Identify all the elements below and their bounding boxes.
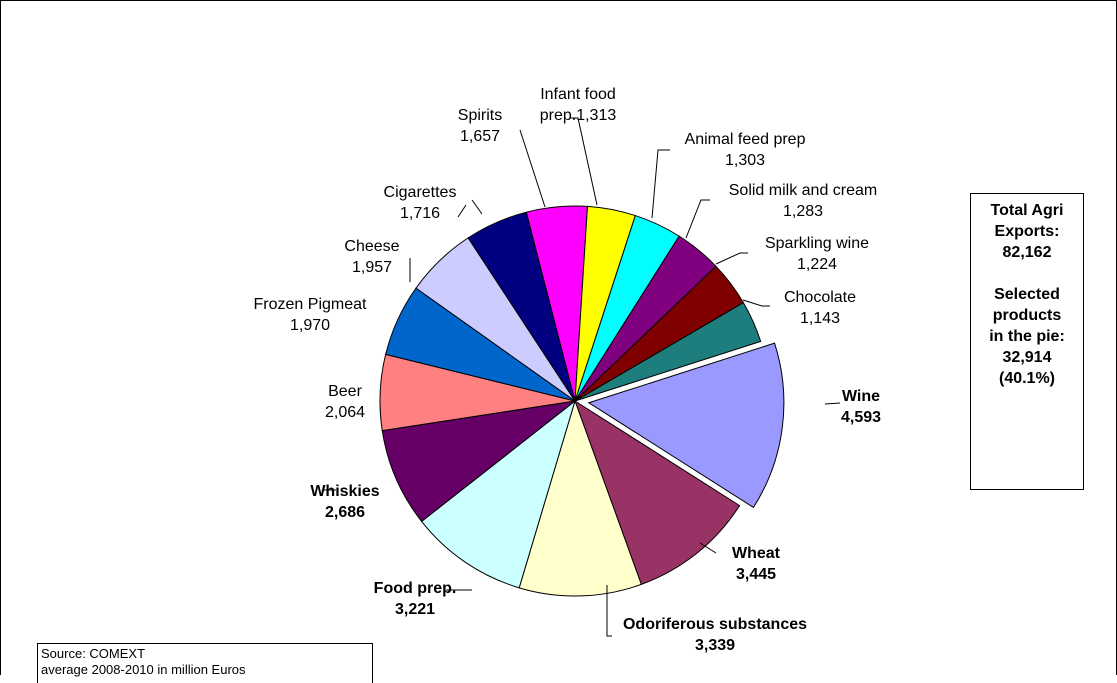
pie-slice-whiskies xyxy=(381,400,577,523)
label-animal-feed: Animal feed prep 1,303 xyxy=(684,131,806,169)
label-solid-milk: Solid milk and cream 1,283 xyxy=(728,182,878,220)
leader-line xyxy=(606,585,612,637)
leader-line xyxy=(519,129,546,208)
total-line-4: Selected xyxy=(994,286,1060,303)
leader-line xyxy=(651,149,670,219)
total-line-7: 32,914 xyxy=(1002,349,1052,366)
label-beer: Beer 2,064 xyxy=(324,383,366,421)
total-line-8: (40.1%) xyxy=(998,370,1056,387)
leader-line xyxy=(471,199,483,215)
pie-slice-odoriferous-substances xyxy=(518,399,642,597)
leader-line xyxy=(824,402,841,405)
total-line-2: Exports: xyxy=(994,223,1060,240)
label-odoriferous: Odoriferous substances 3,339 xyxy=(622,616,808,654)
leader-line xyxy=(715,252,748,265)
total-exports-box: Total Agri Exports: 82,162 Selected prod… xyxy=(970,193,1084,490)
leader-line xyxy=(742,299,770,307)
label-wheat: Wheat 3,445 xyxy=(732,545,780,583)
pie-slice-wine xyxy=(587,342,785,509)
label-infant-food: Infant food prep.1,313 xyxy=(539,86,617,124)
source-line-2: average 2008-2010 in million Euros xyxy=(41,662,246,677)
label-wine: Wine 4,593 xyxy=(840,388,882,426)
label-food-prep: Food prep. 3,221 xyxy=(373,580,457,618)
leader-line xyxy=(457,204,467,218)
label-whiskies: Whiskies 2,686 xyxy=(310,483,380,521)
total-line-3: 82,162 xyxy=(1002,244,1052,261)
source-note: Source: COMEXT average 2008-2010 in mill… xyxy=(37,643,373,683)
source-line-1: Source: COMEXT xyxy=(41,646,146,661)
leader-line xyxy=(570,117,598,206)
pie-slice-sparkling-wine xyxy=(574,265,745,402)
pie-slice-food-prep xyxy=(420,399,576,589)
leader-line xyxy=(699,542,717,554)
leader-line xyxy=(685,199,710,239)
total-line-5: products xyxy=(992,307,1062,324)
label-frozen-pigmeat: Frozen Pigmeat 1,970 xyxy=(253,296,367,334)
pie-slice-wheat xyxy=(574,399,741,586)
total-line-1: Total Agri xyxy=(990,202,1064,219)
label-chocolate: Chocolate 1,143 xyxy=(783,289,857,327)
label-sparkling-wine: Sparkling wine 1,224 xyxy=(764,235,870,273)
label-cheese: Cheese 1,957 xyxy=(344,238,400,276)
total-line-6: in the pie: xyxy=(989,328,1065,345)
label-spirits: Spirits 1,657 xyxy=(457,107,503,145)
label-cigarettes: Cigarettes 1,716 xyxy=(383,184,457,222)
